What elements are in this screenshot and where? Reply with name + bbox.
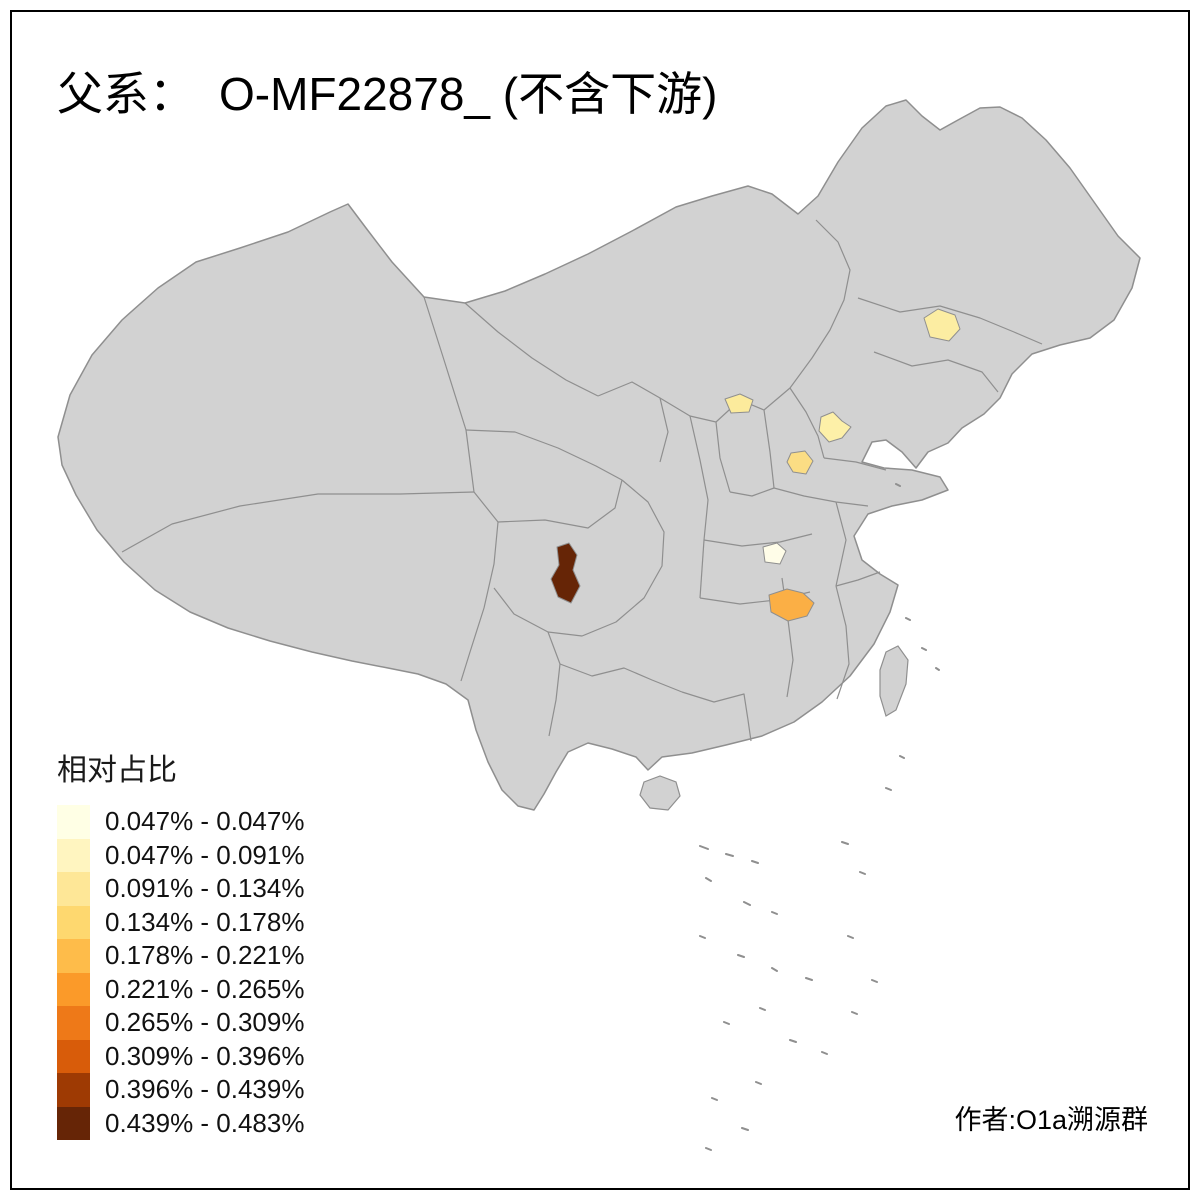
legend-row: 0.047% - 0.047% [57,805,304,839]
legend-swatch [57,1006,90,1040]
legend-swatch [57,838,90,872]
prefecture-hunan-jiangxi [768,588,815,622]
islands [639,645,909,811]
legend-row: 0.309% - 0.396% [57,1039,305,1073]
title-label: 父系： [57,68,195,120]
prefecture-sichuan-liangshan [550,542,581,604]
prefecture-hebei-shandong [818,411,852,443]
mainland-china [57,99,1141,811]
legend-range-label: 0.178% - 0.221% [105,940,305,971]
legend-row: 0.439% - 0.483% [57,1106,305,1140]
legend-range-label: 0.091% - 0.134% [105,873,305,904]
legend-row: 0.047% - 0.091% [57,838,305,872]
legend-range-label: 0.221% - 0.265% [105,973,305,1004]
highlighted-prefectures [550,308,961,622]
legend-swatch [57,905,90,939]
legend-range-label: 0.047% - 0.047% [105,806,305,837]
taiwan-island [879,645,909,717]
hainan-island [639,775,681,811]
legend-swatch [57,939,90,973]
legend-row: 0.178% - 0.221% [57,939,304,973]
legend-row: 0.134% - 0.178% [57,905,305,939]
legend-swatch [57,805,90,839]
legend-range-label: 0.396% - 0.439% [105,1074,305,1105]
prefecture-jilin [923,308,961,342]
legend-swatch [57,872,90,906]
legend-entries: 0.047% - 0.047% 0.047% - 0.091% 0.091% -… [57,805,304,1140]
legend-range-label: 0.134% - 0.178% [105,906,305,937]
legend-range-label: 0.047% - 0.091% [105,839,305,870]
page-title: 父系： O-MF22878_ (不含下游) [57,58,717,124]
legend-row: 0.265% - 0.309% [57,1006,304,1040]
legend-range-label: 0.265% - 0.309% [105,1007,305,1038]
prefecture-shanxi [724,393,754,414]
legend-row: 0.221% - 0.265% [57,972,305,1006]
prefecture-west-shandong [786,450,814,475]
legend-swatch [57,1073,90,1107]
legend-title: 相对占比 [57,754,177,787]
prefecture-hubei [762,542,787,565]
legend-range-label: 0.439% - 0.483% [105,1107,305,1138]
legend-row: 0.396% - 0.439% [57,1073,304,1107]
legend-swatch [57,1039,90,1073]
province-borders [121,219,1043,742]
legend-swatch [57,972,90,1006]
legend-row: 0.091% - 0.134% [57,872,304,906]
attribution: 作者:O1a溯源群 [954,1105,1148,1135]
legend-range-label: 0.309% - 0.396% [105,1040,305,1071]
title-value: O-MF22878_ (不含下游) [219,68,718,120]
legend-swatch [57,1106,90,1140]
legend: 相对占比 0.047% - 0.047% 0.047% - 0.091% 0.0… [57,745,304,1140]
south-china-sea-islets [699,483,940,1151]
